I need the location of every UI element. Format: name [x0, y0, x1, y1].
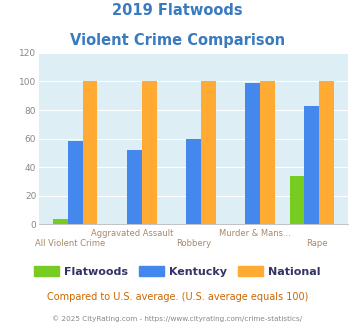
Bar: [127, 150, 142, 224]
Bar: [245, 83, 260, 224]
Text: Rape: Rape: [306, 239, 328, 248]
Legend: Flatwoods, Kentucky, National: Flatwoods, Kentucky, National: [30, 261, 325, 281]
Text: Aggravated Assault: Aggravated Assault: [91, 229, 173, 238]
Bar: [83, 82, 97, 224]
Bar: [53, 219, 68, 224]
Bar: [201, 82, 215, 224]
Bar: [68, 142, 83, 224]
Bar: [319, 82, 334, 224]
Bar: [290, 176, 304, 224]
Text: Violent Crime Comparison: Violent Crime Comparison: [70, 33, 285, 48]
Text: Compared to U.S. average. (U.S. average equals 100): Compared to U.S. average. (U.S. average …: [47, 292, 308, 302]
Bar: [142, 82, 157, 224]
Bar: [186, 139, 201, 224]
Bar: [260, 82, 275, 224]
Text: © 2025 CityRating.com - https://www.cityrating.com/crime-statistics/: © 2025 CityRating.com - https://www.city…: [53, 315, 302, 322]
Text: Robbery: Robbery: [176, 239, 211, 248]
Text: Murder & Mans...: Murder & Mans...: [219, 229, 291, 238]
Text: 2019 Flatwoods: 2019 Flatwoods: [112, 3, 243, 18]
Text: All Violent Crime: All Violent Crime: [35, 239, 105, 248]
Bar: [304, 106, 319, 224]
